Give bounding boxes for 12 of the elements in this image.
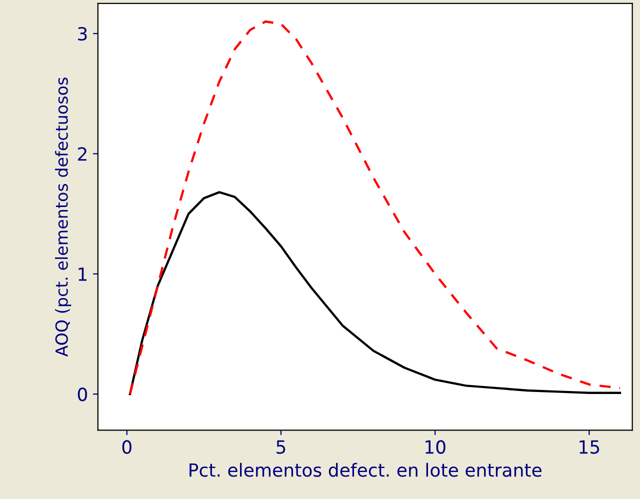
y-tick-label: 2 — [78, 147, 86, 161]
y-tick-label: 0 — [78, 388, 87, 402]
y-axis-title: AOQ (pct. elementos defectuosos — [55, 78, 72, 357]
x-axis-title: Pct. elementos defect. en lote entrante — [190, 462, 542, 477]
x-tick-label: 10 — [426, 440, 446, 454]
y-tick-label: 3 — [78, 27, 87, 41]
x-tick-label: 15 — [580, 440, 600, 454]
x-tick-label: 5 — [276, 440, 286, 454]
x-tick-label: 0 — [122, 440, 132, 454]
y-tick-label: 1 — [78, 268, 87, 281]
line-series — [128, 191, 622, 396]
line-series — [128, 20, 622, 396]
